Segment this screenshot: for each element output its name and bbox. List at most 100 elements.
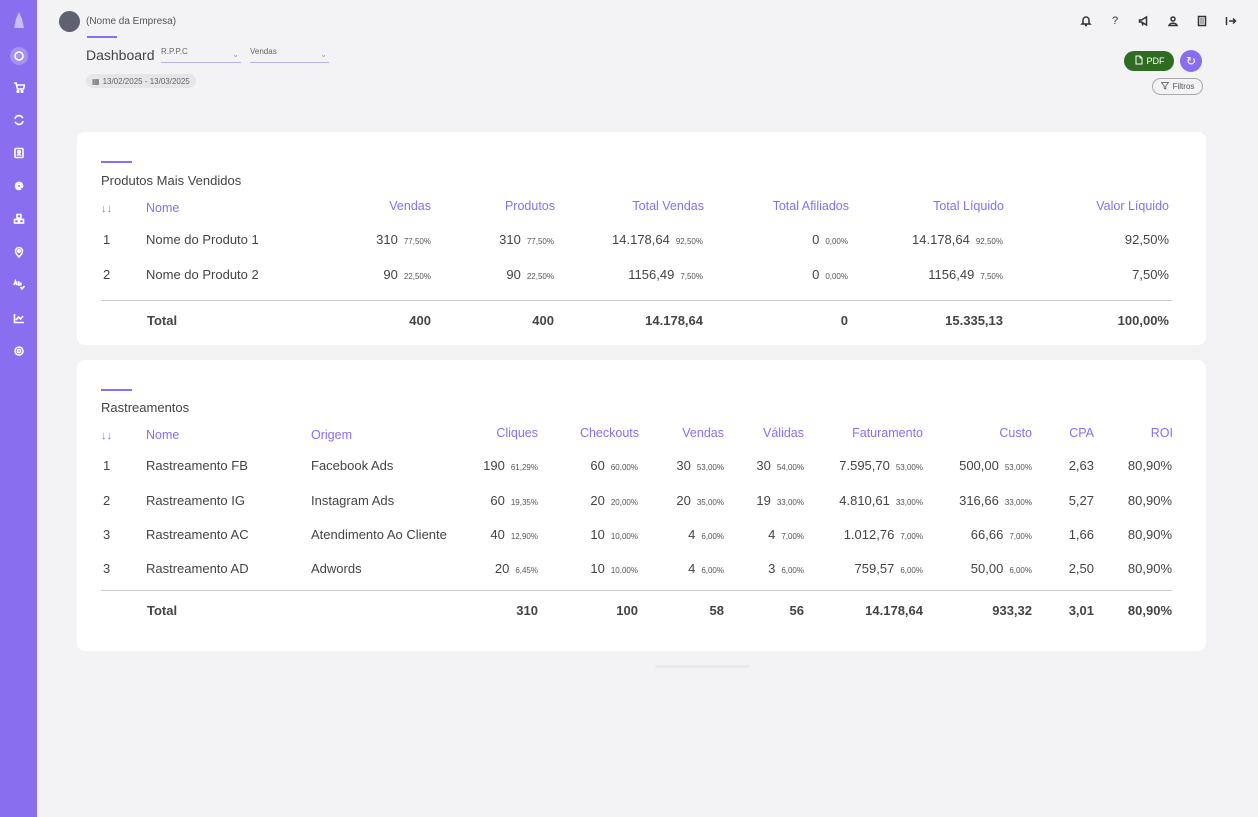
total-vendas: 400 [409,313,431,328]
faturamento-amount: 7.595,70 [839,458,890,473]
col-header-vendas[interactable]: Vendas [682,426,724,440]
help-icon[interactable]: ? [1111,15,1119,27]
repeat-icon [13,114,25,129]
afiliados-value: 0 0,00% [812,232,848,247]
cliques-pct: 6,45% [515,566,538,575]
col-header-checkouts[interactable]: Checkouts [579,426,639,440]
filter-icon [1160,81,1169,92]
tracking-origin: Atendimento Ao Cliente [311,527,447,542]
produtos-pct: 77,50% [526,237,554,246]
custo-pct: 53,00% [1004,463,1032,472]
col-header-total-vendas[interactable]: Total Vendas [632,199,704,213]
col-header-produtos[interactable]: Produtos [504,199,555,213]
card-accent [101,389,132,391]
contact-icon [13,147,25,162]
col-header-nome[interactable]: Nome [146,201,180,215]
sidebar-item-cart[interactable] [0,72,37,105]
row-index: 3 [103,561,111,576]
row-index: 3 [103,527,111,542]
col-header-faturamento[interactable]: Faturamento [852,426,923,440]
company-name: (Nome da Empresa) [86,16,177,27]
logo-icon [0,10,37,30]
megaphone-icon[interactable] [1137,14,1151,28]
filter-label: Filtros [1172,82,1195,91]
logout-icon[interactable] [1224,14,1238,28]
total-vendas-amount: 14.178,64 [612,232,670,247]
metric-select[interactable]: Vendas ⌄ [250,47,329,63]
file-export-icon [1134,55,1144,67]
date-range-chip[interactable]: ▦ 13/02/2025 - 13/03/2025 [86,74,196,88]
roi-value: 80,90% [1127,561,1172,576]
col-header-total-liquido[interactable]: Total Líquido [933,199,1004,213]
location-icon [13,246,25,261]
row-index: 2 [103,267,111,282]
vendas-value: 310 77,50% [376,232,431,247]
validas-count: 3 [768,561,776,576]
col-header-cpa[interactable]: CPA [1069,426,1094,440]
vendas-pct: 53,00% [696,463,724,472]
total-afiliados: 0 [840,313,848,328]
sidebar-item-reports[interactable] [0,303,37,336]
total-cliques: 310 [516,603,538,618]
bell-icon[interactable] [1079,14,1093,28]
col-header-total-afiliados[interactable]: Total Afiliados [772,199,849,213]
sidebar-item-email[interactable] [0,171,37,204]
col-header-validas[interactable]: Válidas [763,426,804,440]
produtos-pct: 22,50% [526,272,554,281]
total-vendas-pct: 7,50% [680,272,703,281]
sort-icon[interactable]: ↓↓ [101,430,112,442]
sidebar-item-dashboard[interactable] [0,39,37,72]
col-header-cliques[interactable]: Cliques [496,426,538,440]
validas-pct: 6,00% [781,566,804,575]
pdf-export-button[interactable]: PDF [1124,51,1174,71]
sort-icon[interactable]: ↓↓ [101,203,112,215]
building-icon[interactable] [1195,14,1209,28]
total-roi: 80,90% [1127,603,1172,618]
sidebar-item-contact[interactable] [0,138,37,171]
col-header-nome[interactable]: Nome [146,428,180,442]
cart-icon [13,81,26,96]
liquido-pct: 7,50% [980,272,1003,281]
tracking-name: Rastreamento FB [146,458,248,473]
checkouts-pct: 10,00% [610,566,638,575]
total-custo: 933,32 [992,603,1032,618]
faturamento-amount: 759,57 [854,561,895,576]
col-header-vendas[interactable]: Vendas [389,199,431,213]
produtos-count: 310 [499,232,521,247]
col-header-origem[interactable]: Origem [311,428,352,442]
col-header-valor-liquido[interactable]: Valor Líquido [1096,199,1169,213]
sidebar-item-location[interactable] [0,237,37,270]
produtos-count: 90 [506,267,521,282]
col-header-roi[interactable]: ROI [1150,426,1173,440]
cliques-count: 20 [494,561,510,576]
total-liquido: 15.335,13 [945,313,1003,328]
afiliados-value: 0 0,00% [812,267,848,282]
produtos-value: 90 22,50% [506,267,554,282]
dashboard-icon [9,46,28,65]
validas-count: 4 [768,527,776,542]
total-produtos: 400 [532,313,554,328]
sidebar-item-repeat[interactable] [0,105,37,138]
col-header-custo[interactable]: Custo [999,426,1032,440]
roi-value: 80,90% [1127,527,1172,542]
liquido-amount: 14.178,64 [912,232,970,247]
vendas-pct: 6,00% [701,566,724,575]
user-icon[interactable] [1166,14,1180,28]
sidebar-item-ab-test[interactable] [0,270,37,303]
rppc-select[interactable]: R.P.P.C ⌄ [161,47,241,63]
chevron-down-icon: ⌄ [320,50,327,59]
refresh-button[interactable]: ↻ [1180,50,1202,72]
faturamento-pct: 53,00% [895,463,923,472]
filter-button[interactable]: Filtros [1152,78,1203,95]
custo-amount: 316,66 [959,493,999,508]
faturamento-amount: 1.012,76 [843,527,895,542]
custo-pct: 7,00% [1009,532,1032,541]
company-selector[interactable]: (Nome da Empresa) [59,11,176,32]
total-faturamento: 14.178,64 [865,603,923,618]
vendas-count: 90 [383,267,398,282]
sidebar-item-settings[interactable] [0,336,37,369]
card-title: Produtos Mais Vendidos [101,173,242,188]
liquido-amount: 1156,49 [928,267,975,282]
sidebar-item-products[interactable] [0,204,37,237]
chart-icon [13,312,25,327]
